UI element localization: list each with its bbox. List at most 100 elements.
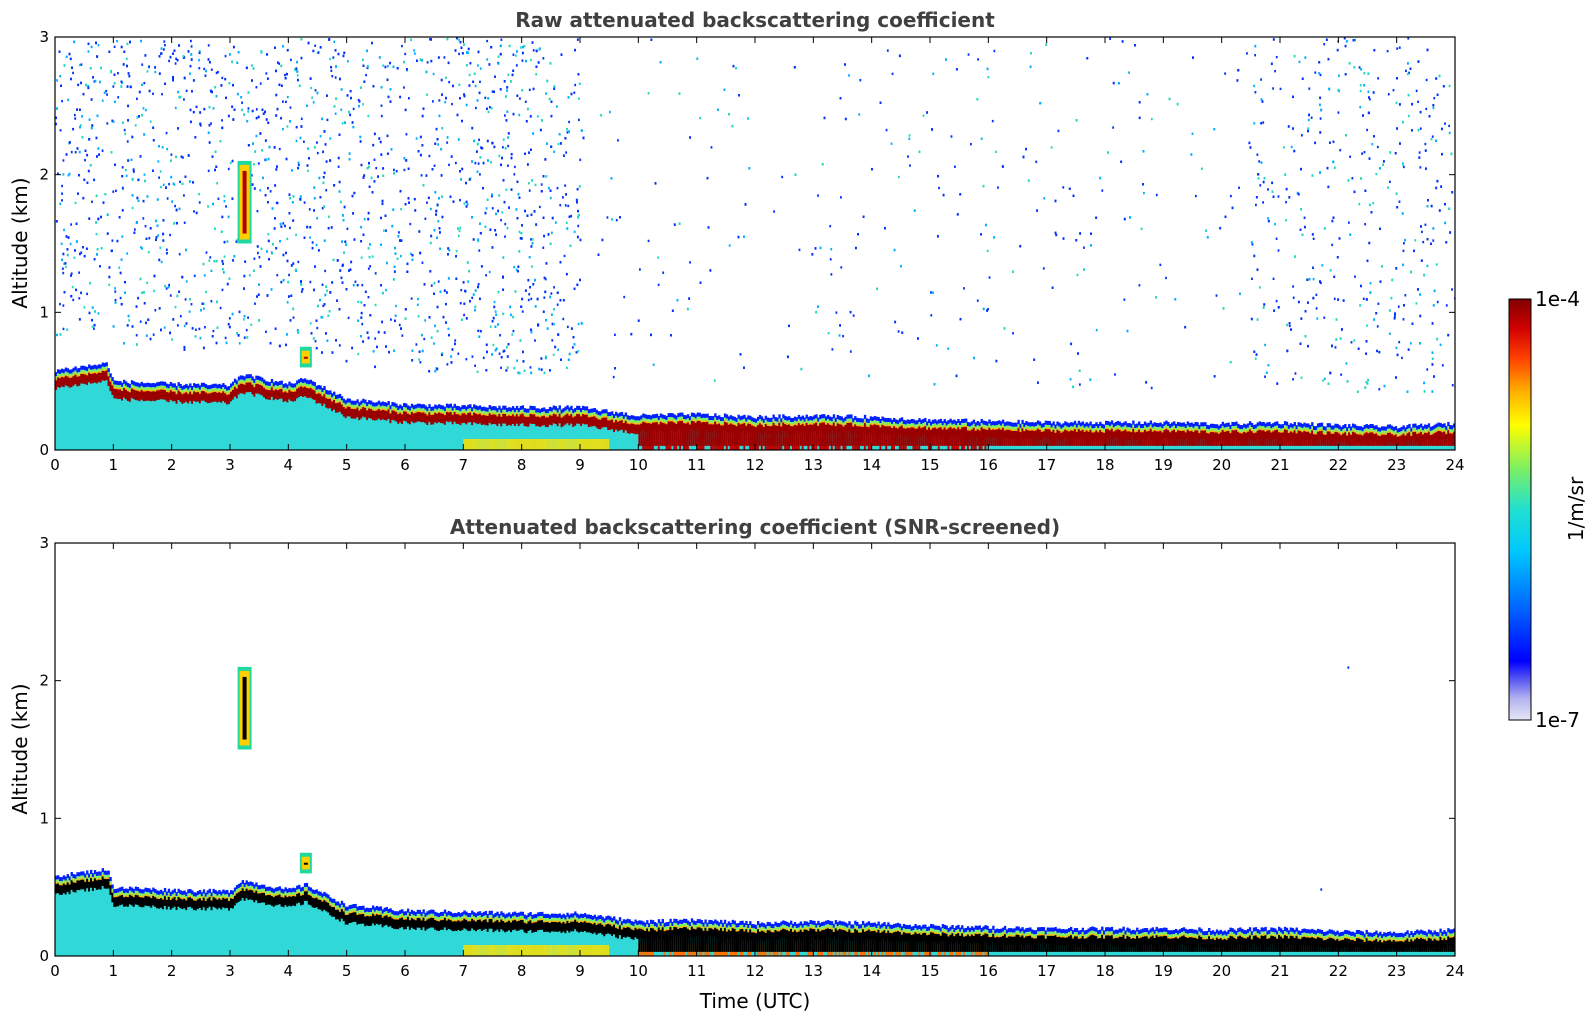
backscatter-noise-pixel xyxy=(259,132,262,135)
backscatter-noise-pixel xyxy=(982,307,985,311)
backscatter-noise-pixel xyxy=(450,355,453,358)
boundary-layer-cell xyxy=(175,392,178,395)
boundary-layer-cell xyxy=(358,409,361,411)
backscatter-noise-pixel xyxy=(178,44,180,47)
backscatter-noise-pixel xyxy=(300,290,303,293)
backscatter-noise-pixel xyxy=(491,353,493,356)
backscatter-noise-pixel xyxy=(207,58,210,61)
boundary-layer-cell xyxy=(99,371,103,373)
backscatter-noise-pixel xyxy=(63,64,66,67)
boundary-layer-cell xyxy=(189,399,192,450)
backscatter-noise-pixel xyxy=(1376,349,1379,353)
boundary-layer-cell xyxy=(72,376,75,386)
backscatter-noise-pixel xyxy=(154,238,157,242)
boundary-layer-cell xyxy=(346,398,350,403)
backscatter-noise-pixel xyxy=(1339,148,1342,152)
backscatter-noise-pixel xyxy=(987,75,990,79)
boundary-layer-cell xyxy=(99,364,103,369)
boundary-layer-cell xyxy=(340,403,344,405)
boundary-layer-cell xyxy=(393,410,396,421)
backscatter-noise-pixel xyxy=(491,207,494,210)
backscatter-noise-pixel xyxy=(1430,242,1432,245)
boundary-layer-cell xyxy=(313,390,316,400)
boundary-layer-cell xyxy=(123,386,126,389)
boundary-layer-cell xyxy=(327,390,330,395)
backscatter-noise-pixel xyxy=(471,126,474,130)
backscatter-noise-pixel xyxy=(284,77,287,80)
backscatter-noise-pixel xyxy=(1069,378,1072,381)
boundary-layer-cell xyxy=(406,413,410,424)
boundary-layer-cell xyxy=(319,392,322,394)
backscatter-noise-pixel xyxy=(321,316,324,319)
backscatter-noise-pixel xyxy=(1120,160,1123,163)
backscatter-noise-pixel xyxy=(257,251,259,255)
backscatter-noise-pixel xyxy=(213,227,216,230)
backscatter-noise-pixel xyxy=(788,324,790,328)
backscatter-noise-pixel xyxy=(706,176,709,180)
backscatter-noise-pixel xyxy=(1329,269,1332,272)
backscatter-noise-pixel xyxy=(59,333,62,336)
backscatter-noise-pixel xyxy=(216,326,219,329)
backscatter-noise-pixel xyxy=(115,189,117,193)
boundary-layer-cell xyxy=(204,388,208,391)
boundary-layer-cell xyxy=(379,410,383,421)
backscatter-noise-pixel xyxy=(267,157,270,161)
backscatter-noise-pixel xyxy=(1206,236,1209,239)
boundary-layer-cell xyxy=(136,386,140,390)
backscatter-noise-pixel xyxy=(199,124,202,127)
backscatter-noise-pixel xyxy=(547,233,550,236)
backscatter-noise-pixel xyxy=(1312,277,1315,281)
boundary-layer-cell xyxy=(191,394,194,404)
backscatter-noise-pixel xyxy=(540,119,543,122)
boundary-layer-cell xyxy=(391,406,394,409)
boundary-layer-cell xyxy=(187,402,190,450)
backscatter-noise-pixel xyxy=(415,59,418,62)
boundary-layer-cell xyxy=(274,385,278,388)
backscatter-noise-pixel xyxy=(447,277,450,280)
boundary-layer-cell xyxy=(243,392,246,450)
boundary-layer-cell xyxy=(161,381,165,386)
backscatter-noise-pixel xyxy=(1267,363,1270,367)
backscatter-noise-pixel xyxy=(215,95,218,98)
backscatter-noise-pixel xyxy=(392,278,395,281)
boundary-layer-cell xyxy=(410,410,414,412)
backscatter-noise-pixel xyxy=(380,104,383,107)
backscatter-noise-pixel xyxy=(1184,325,1187,329)
boundary-layer-cell xyxy=(195,400,198,450)
backscatter-noise-pixel xyxy=(155,219,158,223)
backscatter-noise-pixel xyxy=(614,333,616,337)
backscatter-noise-pixel xyxy=(222,262,224,265)
backscatter-noise-pixel xyxy=(88,118,91,121)
backscatter-noise-pixel xyxy=(360,240,363,243)
backscatter-noise-pixel xyxy=(1364,386,1367,389)
boundary-layer-cell xyxy=(241,382,245,384)
backscatter-noise-pixel xyxy=(267,233,270,236)
backscatter-noise-pixel xyxy=(231,159,234,163)
backscatter-noise-pixel xyxy=(1392,89,1395,92)
backscatter-noise-pixel xyxy=(286,301,289,304)
backscatter-noise-pixel xyxy=(1112,126,1115,129)
boundary-layer-cell xyxy=(152,387,155,390)
boundary-layer-cell xyxy=(181,390,184,393)
boundary-layer-cell xyxy=(119,387,122,390)
backscatter-noise-pixel xyxy=(523,44,526,48)
backscatter-noise-pixel xyxy=(360,301,363,304)
backscatter-noise-pixel xyxy=(967,53,970,56)
backscatter-noise-pixel xyxy=(1039,101,1042,105)
backscatter-noise-pixel xyxy=(830,248,833,251)
boundary-layer-cell xyxy=(222,387,225,390)
backscatter-noise-pixel xyxy=(309,77,312,80)
backscatter-noise-pixel xyxy=(327,227,330,230)
backscatter-noise-pixel xyxy=(318,176,321,180)
backscatter-noise-pixel xyxy=(203,67,206,71)
backscatter-noise-pixel xyxy=(207,131,210,134)
boundary-layer-cell xyxy=(68,376,71,378)
backscatter-noise-pixel xyxy=(549,295,552,299)
backscatter-noise-pixel xyxy=(1419,166,1422,169)
backscatter-noise-pixel xyxy=(369,265,372,268)
backscatter-noise-pixel xyxy=(1055,233,1058,237)
boundary-layer-cell xyxy=(78,372,81,375)
backscatter-noise-pixel xyxy=(315,243,318,247)
backscatter-noise-pixel xyxy=(1272,277,1275,281)
boundary-layer-cell xyxy=(266,388,270,390)
